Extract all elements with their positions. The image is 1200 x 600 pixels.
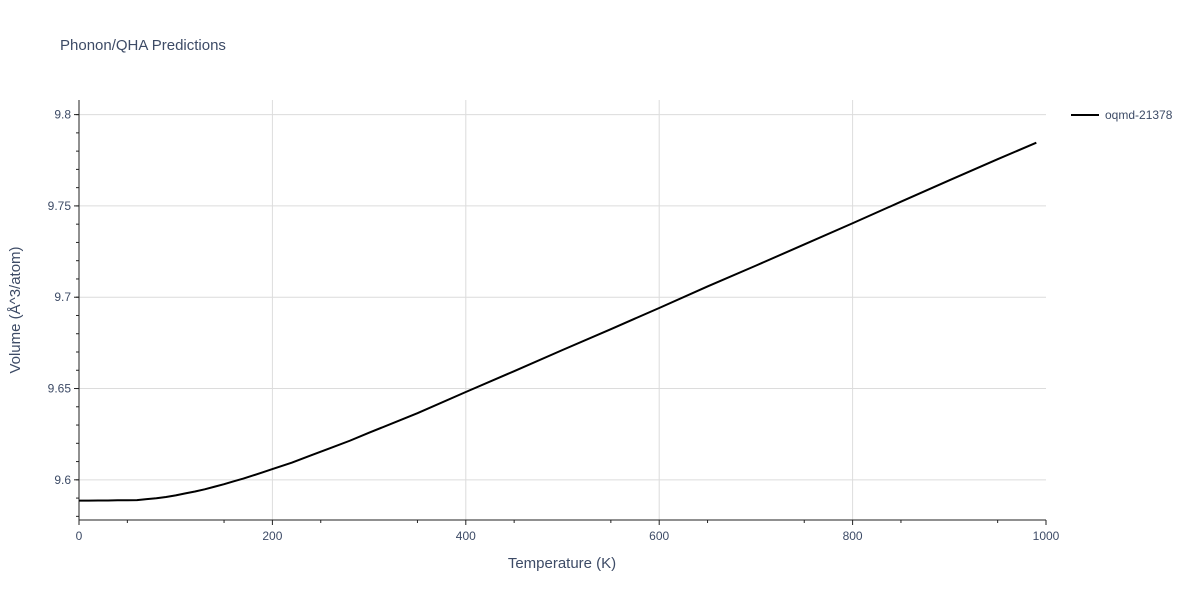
x-tick-label: 600 bbox=[649, 529, 669, 543]
legend-label[interactable]: oqmd-21378 bbox=[1105, 108, 1173, 122]
y-tick-label: 9.75 bbox=[48, 199, 72, 213]
chart-title: Phonon/QHA Predictions bbox=[60, 37, 226, 54]
y-gridlines bbox=[79, 114, 1046, 481]
y-axis-title: Volume (Å^3/atom) bbox=[7, 246, 24, 373]
y-tick-label: 9.6 bbox=[54, 473, 71, 487]
x-axis-ticks: 0 200 400 600 800 1000 bbox=[76, 520, 1060, 543]
x-tick-label: 800 bbox=[843, 529, 863, 543]
series-line-oqmd-21378 bbox=[79, 141, 1037, 502]
y-tick-label: 9.65 bbox=[48, 382, 72, 396]
x-tick-label: 200 bbox=[262, 529, 282, 543]
x-tick-label: 400 bbox=[456, 529, 476, 543]
y-tick-label: 9.8 bbox=[54, 108, 71, 122]
y-axis-ticks: 9.6 9.65 9.7 9.75 9.8 bbox=[48, 108, 79, 517]
x-axis-title: Temperature (K) bbox=[508, 555, 616, 572]
x-gridlines bbox=[271, 100, 854, 520]
legend[interactable]: oqmd-21378 bbox=[1071, 108, 1173, 122]
y-tick-label: 9.7 bbox=[54, 290, 71, 304]
x-tick-label: 0 bbox=[76, 529, 83, 543]
x-tick-label: 1000 bbox=[1033, 529, 1060, 543]
series-layer bbox=[79, 141, 1037, 502]
